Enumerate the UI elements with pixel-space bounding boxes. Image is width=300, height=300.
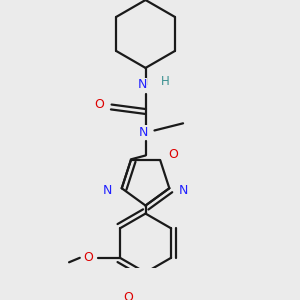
- Text: O: O: [94, 98, 104, 111]
- Text: N: N: [179, 184, 188, 196]
- Text: N: N: [139, 126, 148, 139]
- Text: O: O: [168, 148, 178, 161]
- Text: O: O: [83, 251, 93, 264]
- Text: N: N: [137, 78, 147, 92]
- Text: O: O: [124, 291, 134, 300]
- Text: H: H: [161, 75, 170, 88]
- Text: N: N: [103, 184, 112, 196]
